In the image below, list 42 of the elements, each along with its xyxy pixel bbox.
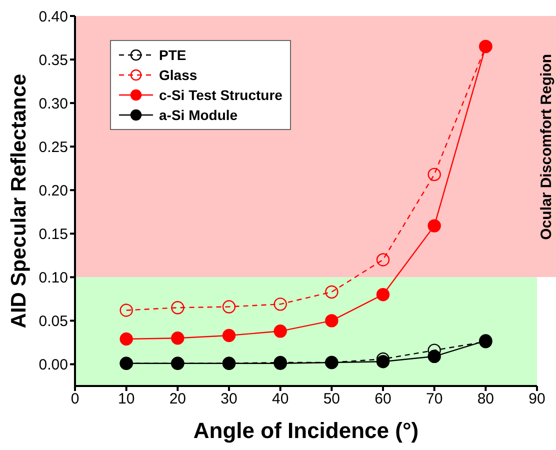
legend-label: c-Si Test Structure bbox=[159, 87, 282, 103]
band-label: Ocular Discomfort Region bbox=[538, 54, 555, 240]
y-tick-label: 0.10 bbox=[38, 270, 68, 286]
x-tick-label: 70 bbox=[426, 390, 443, 408]
point bbox=[325, 285, 338, 299]
y-tick-label: 0.20 bbox=[38, 182, 68, 200]
x-tick-label: 90 bbox=[528, 390, 546, 408]
x-tick-label: 80 bbox=[477, 390, 494, 408]
point bbox=[376, 253, 390, 266]
point bbox=[120, 332, 133, 346]
legend-label: Glass bbox=[159, 67, 198, 83]
point bbox=[222, 328, 236, 342]
x-tick-label: 50 bbox=[323, 390, 340, 408]
point bbox=[222, 300, 236, 314]
legend-label: a-Si Module bbox=[159, 107, 238, 123]
y-tick-label: 0.00 bbox=[38, 356, 68, 374]
y-tick-label: 0.35 bbox=[38, 52, 68, 69]
x-axis-title: Angle of Incidence (°) bbox=[193, 418, 419, 443]
x-tick-label: 20 bbox=[169, 390, 186, 408]
y-tick-label: 0.05 bbox=[38, 313, 68, 330]
point bbox=[120, 304, 133, 317]
y-axis-title: AID Specular Reflectance bbox=[7, 74, 30, 328]
x-tick-label: 0 bbox=[70, 390, 80, 408]
point bbox=[325, 314, 338, 328]
point bbox=[376, 355, 390, 368]
y-tick-label: 0.40 bbox=[38, 8, 68, 26]
x-tick-label: 30 bbox=[220, 390, 238, 408]
point bbox=[376, 288, 390, 302]
point bbox=[428, 168, 441, 182]
point bbox=[274, 324, 287, 338]
point bbox=[171, 332, 184, 345]
y-tick-label: 0.15 bbox=[38, 226, 68, 243]
legend-label: PTE bbox=[159, 47, 186, 63]
x-tick-label: 60 bbox=[374, 390, 392, 408]
x-tick-label: 40 bbox=[272, 390, 289, 408]
y-tick-label: 0.30 bbox=[38, 95, 68, 112]
point bbox=[274, 298, 287, 311]
point bbox=[428, 350, 441, 363]
y-tick-label: 0.25 bbox=[38, 138, 68, 156]
point bbox=[428, 219, 441, 232]
point bbox=[171, 301, 184, 314]
x-tick-label: 10 bbox=[118, 390, 135, 408]
